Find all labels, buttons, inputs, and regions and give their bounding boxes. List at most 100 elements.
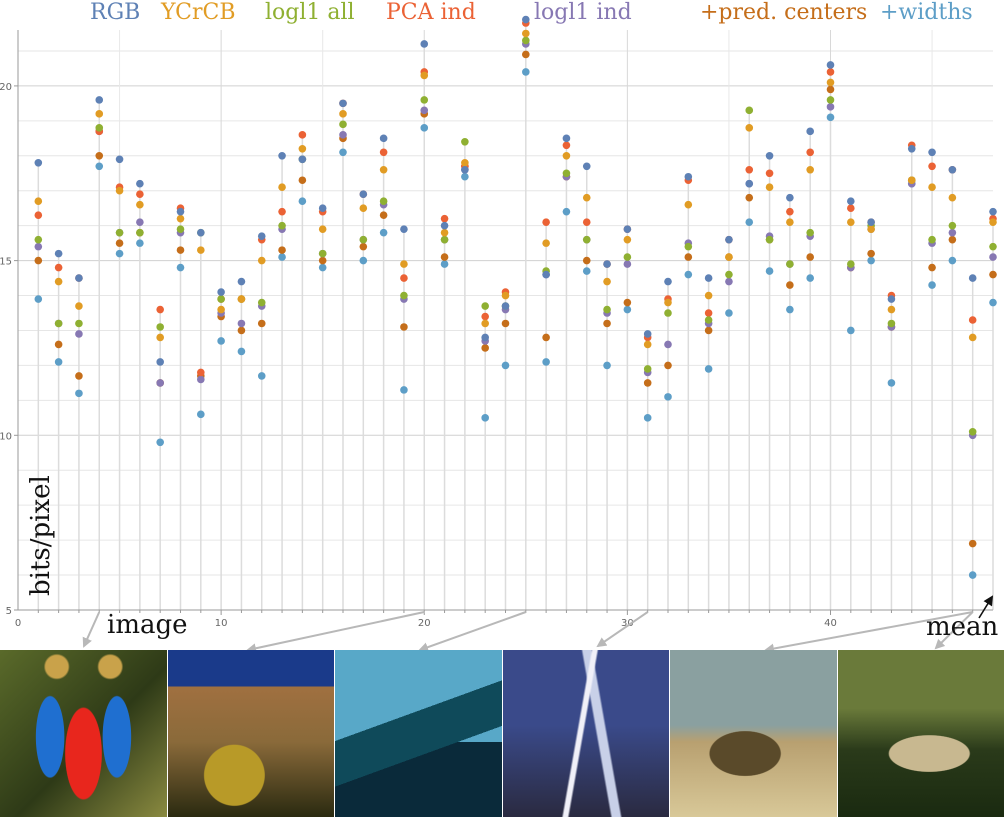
x-tick-label: 10	[215, 618, 228, 629]
data-point	[217, 305, 225, 314]
data-point	[989, 242, 997, 251]
data-point	[461, 138, 469, 146]
data-point	[339, 131, 347, 139]
annotation-arrow	[596, 611, 649, 648]
data-point	[745, 106, 754, 115]
data-point	[318, 225, 327, 233]
data-point	[989, 298, 997, 307]
data-point	[623, 235, 632, 244]
data-point	[379, 228, 388, 237]
data-point	[664, 393, 672, 401]
data-point	[318, 256, 327, 265]
data-point	[806, 148, 814, 157]
data-point	[481, 333, 489, 342]
y-tick-label: 15	[0, 257, 12, 268]
y-tick-label: 5	[6, 606, 12, 617]
data-point	[867, 256, 875, 265]
y-axis-label: bits/pixel	[26, 475, 56, 596]
data-point	[237, 277, 246, 286]
data-point	[136, 239, 144, 247]
data-point	[237, 326, 246, 335]
data-point	[603, 361, 611, 370]
data-point	[278, 183, 286, 192]
data-point	[75, 319, 83, 328]
data-point	[806, 127, 814, 136]
annotation-arrow	[934, 611, 974, 650]
data-point	[156, 333, 164, 342]
data-point	[339, 99, 347, 108]
data-point	[54, 340, 63, 349]
data-point	[725, 277, 733, 286]
data-point	[745, 193, 754, 202]
data-point	[197, 246, 205, 254]
stems	[37, 19, 994, 610]
data-point	[603, 319, 611, 328]
data-point	[440, 253, 449, 261]
data-point	[278, 151, 286, 160]
data-point	[968, 316, 977, 324]
data-point	[603, 305, 611, 314]
data-point	[54, 263, 63, 272]
data-point	[562, 207, 571, 216]
thumbnail-image	[837, 650, 1004, 817]
data-point	[664, 277, 672, 286]
data-point	[562, 141, 571, 150]
data-point	[136, 228, 144, 237]
data-point	[684, 242, 693, 251]
data-point	[176, 246, 185, 254]
data-point	[745, 218, 754, 226]
data-point	[379, 134, 388, 143]
data-point	[420, 124, 429, 132]
data-point	[542, 333, 550, 342]
data-point	[237, 347, 246, 356]
data-point	[54, 277, 63, 286]
data-point	[34, 256, 43, 265]
data-point	[968, 274, 977, 282]
mean-annotation: mean	[926, 612, 999, 642]
data-point	[907, 144, 916, 153]
data-point	[704, 274, 713, 282]
data-point	[257, 256, 266, 265]
data-point	[623, 305, 632, 314]
data-point	[217, 295, 225, 303]
data-point	[75, 389, 83, 398]
data-point	[765, 151, 774, 160]
data-point	[928, 148, 936, 157]
data-point	[867, 218, 875, 226]
data-point	[745, 179, 754, 188]
data-point	[176, 263, 185, 272]
data-point	[176, 214, 185, 223]
data-point	[704, 316, 713, 324]
data-point	[481, 302, 489, 310]
data-point	[928, 183, 936, 192]
data-point	[95, 96, 104, 104]
data-point	[847, 260, 855, 268]
data-point	[318, 204, 327, 212]
data-point	[115, 186, 124, 195]
data-point	[156, 438, 164, 447]
data-point	[339, 110, 347, 118]
data-point	[948, 256, 957, 265]
data-point	[664, 298, 672, 307]
data-point	[522, 29, 530, 38]
data-point	[765, 267, 774, 275]
data-point	[34, 295, 43, 303]
data-point	[582, 235, 591, 244]
annotation-arrows	[82, 595, 994, 650]
data-point	[643, 330, 652, 338]
data-point	[440, 228, 449, 237]
legend-item: YCrCB	[161, 0, 236, 25]
data-point	[928, 235, 936, 244]
data-point	[826, 85, 835, 94]
data-point	[786, 260, 794, 268]
data-point	[582, 267, 591, 275]
data-point	[867, 225, 875, 233]
data-point	[725, 253, 733, 261]
data-point	[847, 197, 855, 206]
data-point	[115, 249, 124, 258]
data-point	[887, 319, 896, 328]
data-point	[522, 15, 530, 24]
data-point	[664, 361, 672, 370]
data-point	[582, 218, 591, 226]
data-point	[847, 326, 855, 335]
